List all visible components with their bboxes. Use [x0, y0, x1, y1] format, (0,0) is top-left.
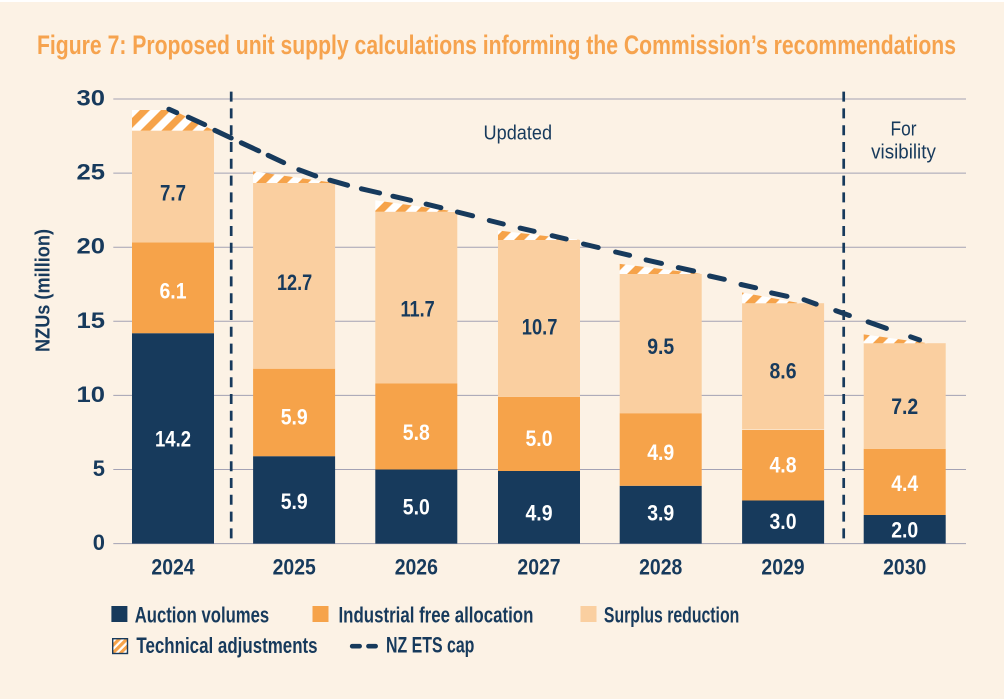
svg-text:4.8: 4.8 — [770, 452, 797, 477]
svg-text:Surplus reduction: Surplus reduction — [604, 603, 739, 628]
svg-text:Figure 7: Proposed unit supply: Figure 7: Proposed unit supply calculati… — [37, 30, 956, 60]
svg-text:7.7: 7.7 — [160, 181, 186, 206]
svg-text:Updated: Updated — [484, 123, 553, 145]
svg-text:30: 30 — [77, 86, 106, 111]
svg-text:NZ ETS cap: NZ ETS cap — [386, 633, 474, 658]
svg-text:2030: 2030 — [883, 555, 926, 580]
svg-text:2028: 2028 — [639, 555, 682, 580]
svg-text:NZUs (million): NZUs (million) — [33, 229, 55, 352]
svg-text:Auction volumes: Auction volumes — [135, 603, 270, 628]
svg-text:5: 5 — [93, 456, 105, 481]
svg-text:5.9: 5.9 — [281, 404, 308, 429]
svg-text:0: 0 — [93, 530, 105, 555]
svg-text:3.9: 3.9 — [647, 500, 674, 525]
svg-text:2024: 2024 — [151, 555, 195, 580]
svg-text:2026: 2026 — [395, 555, 438, 580]
svg-text:25: 25 — [77, 160, 106, 185]
svg-text:14.2: 14.2 — [155, 427, 191, 452]
svg-text:12.7: 12.7 — [277, 270, 312, 295]
svg-text:2027: 2027 — [517, 555, 560, 580]
svg-text:For: For — [891, 118, 917, 140]
svg-text:6.1: 6.1 — [160, 279, 187, 304]
svg-text:2025: 2025 — [273, 555, 316, 580]
svg-text:4.4: 4.4 — [891, 471, 919, 496]
svg-text:5.0: 5.0 — [526, 426, 553, 451]
svg-text:4.9: 4.9 — [647, 440, 674, 465]
svg-text:20: 20 — [77, 234, 106, 259]
svg-text:5.9: 5.9 — [281, 489, 308, 514]
svg-text:10: 10 — [77, 382, 106, 407]
svg-text:3.0: 3.0 — [770, 509, 797, 534]
svg-text:9.5: 9.5 — [647, 334, 674, 359]
svg-text:15: 15 — [77, 308, 106, 333]
svg-text:7.2: 7.2 — [891, 394, 918, 419]
svg-text:11.7: 11.7 — [400, 296, 434, 321]
svg-text:4.9: 4.9 — [526, 500, 553, 525]
svg-text:5.0: 5.0 — [403, 494, 430, 519]
svg-text:8.6: 8.6 — [770, 359, 797, 384]
svg-text:5.8: 5.8 — [403, 420, 430, 445]
svg-text:Technical adjustments: Technical adjustments — [136, 633, 317, 658]
svg-text:2029: 2029 — [761, 555, 804, 580]
svg-text:10.7: 10.7 — [522, 315, 558, 340]
svg-text:visibility: visibility — [871, 142, 936, 164]
svg-text:2.0: 2.0 — [891, 518, 918, 543]
svg-text:Industrial free allocation: Industrial free allocation — [339, 603, 534, 628]
